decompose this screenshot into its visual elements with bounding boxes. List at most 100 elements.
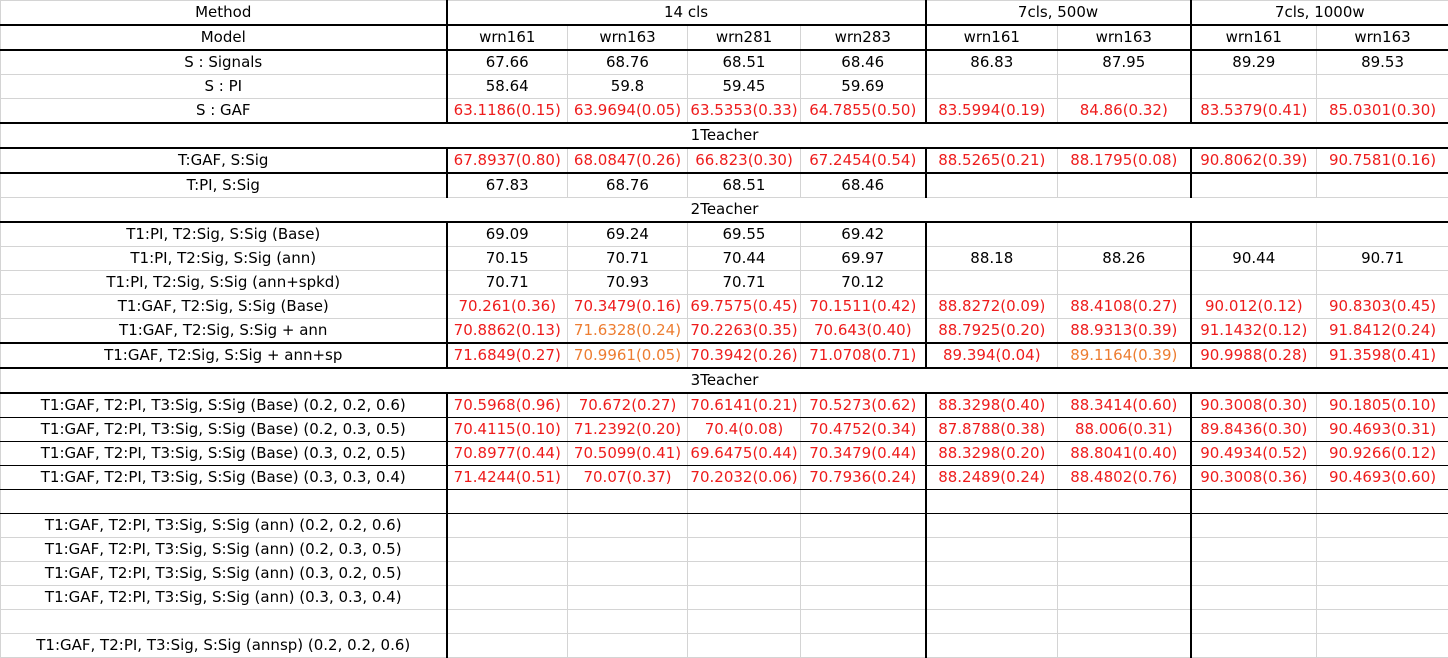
value-cell[interactable]: 91.8412(0.24) bbox=[1317, 319, 1448, 344]
value-cell[interactable]: 63.1186(0.15) bbox=[447, 99, 568, 124]
value-cell[interactable]: 70.1511(0.42) bbox=[801, 295, 926, 319]
value-cell[interactable]: 59.45 bbox=[688, 75, 801, 99]
section-title-cell[interactable]: 2Teacher bbox=[1, 198, 1448, 223]
value-cell[interactable] bbox=[1058, 610, 1191, 634]
value-cell[interactable]: 63.9694(0.05) bbox=[568, 99, 688, 124]
value-cell[interactable] bbox=[688, 610, 801, 634]
value-cell[interactable] bbox=[1317, 634, 1448, 658]
model-header-cell[interactable]: Model bbox=[1, 25, 447, 50]
value-cell[interactable] bbox=[1058, 586, 1191, 610]
model-header-wrn163-1000w[interactable]: wrn163 bbox=[1317, 25, 1448, 50]
value-cell[interactable]: 68.76 bbox=[568, 173, 688, 198]
value-cell[interactable]: 88.1795(0.08) bbox=[1058, 148, 1191, 173]
value-cell[interactable] bbox=[568, 634, 688, 658]
value-cell[interactable] bbox=[688, 538, 801, 562]
method-label-cell[interactable]: T:PI, S:Sig bbox=[1, 173, 447, 198]
value-cell[interactable] bbox=[926, 222, 1058, 247]
value-cell[interactable] bbox=[1191, 271, 1317, 295]
value-cell[interactable]: 70.5968(0.96) bbox=[447, 393, 568, 418]
value-cell[interactable]: 71.4244(0.51) bbox=[447, 466, 568, 490]
value-cell[interactable]: 90.4934(0.52) bbox=[1191, 442, 1317, 466]
method-label-cell[interactable]: T1:GAF, T2:Sig, S:Sig + ann+sp bbox=[1, 343, 447, 368]
value-cell[interactable]: 83.5379(0.41) bbox=[1191, 99, 1317, 124]
value-cell[interactable]: 70.71 bbox=[568, 247, 688, 271]
value-cell[interactable]: 88.18 bbox=[926, 247, 1058, 271]
value-cell[interactable]: 71.6849(0.27) bbox=[447, 343, 568, 368]
value-cell[interactable]: 88.3298(0.20) bbox=[926, 442, 1058, 466]
value-cell[interactable]: 68.46 bbox=[801, 50, 926, 75]
value-cell[interactable] bbox=[1317, 610, 1448, 634]
value-cell[interactable]: 70.8977(0.44) bbox=[447, 442, 568, 466]
value-cell[interactable] bbox=[1191, 562, 1317, 586]
value-cell[interactable] bbox=[568, 538, 688, 562]
value-cell[interactable] bbox=[801, 634, 926, 658]
value-cell[interactable] bbox=[1317, 222, 1448, 247]
value-cell[interactable]: 88.8041(0.40) bbox=[1058, 442, 1191, 466]
value-cell[interactable]: 90.4693(0.31) bbox=[1317, 418, 1448, 442]
value-cell[interactable]: 70.7936(0.24) bbox=[801, 466, 926, 490]
value-cell[interactable]: 58.64 bbox=[447, 75, 568, 99]
value-cell[interactable] bbox=[1191, 538, 1317, 562]
value-cell[interactable]: 88.4802(0.76) bbox=[1058, 466, 1191, 490]
value-cell[interactable]: 70.44 bbox=[688, 247, 801, 271]
value-cell[interactable]: 67.8937(0.80) bbox=[447, 148, 568, 173]
value-cell[interactable] bbox=[1058, 271, 1191, 295]
value-cell[interactable]: 68.0847(0.26) bbox=[568, 148, 688, 173]
value-cell[interactable]: 70.4752(0.34) bbox=[801, 418, 926, 442]
method-label-cell[interactable]: T1:GAF, T2:PI, T3:Sig, S:Sig (Base) (0.3… bbox=[1, 442, 447, 466]
value-cell[interactable]: 88.5265(0.21) bbox=[926, 148, 1058, 173]
value-cell[interactable]: 68.51 bbox=[688, 50, 801, 75]
value-cell[interactable] bbox=[1191, 610, 1317, 634]
method-label-cell[interactable]: T1:GAF, T2:PI, T3:Sig, S:Sig (ann) (0.3,… bbox=[1, 586, 447, 610]
value-cell[interactable] bbox=[926, 490, 1058, 514]
value-cell[interactable] bbox=[1317, 562, 1448, 586]
method-label-cell[interactable]: S : PI bbox=[1, 75, 447, 99]
value-cell[interactable]: 70.12 bbox=[801, 271, 926, 295]
value-cell[interactable] bbox=[801, 562, 926, 586]
value-cell[interactable] bbox=[447, 514, 568, 538]
value-cell[interactable]: 90.1805(0.10) bbox=[1317, 393, 1448, 418]
section-title-cell[interactable]: 1Teacher bbox=[1, 123, 1448, 148]
value-cell[interactable] bbox=[1317, 75, 1448, 99]
value-cell[interactable]: 69.24 bbox=[568, 222, 688, 247]
value-cell[interactable]: 84.86(0.32) bbox=[1058, 99, 1191, 124]
value-cell[interactable] bbox=[926, 538, 1058, 562]
value-cell[interactable]: 87.95 bbox=[1058, 50, 1191, 75]
value-cell[interactable] bbox=[1058, 173, 1191, 198]
value-cell[interactable] bbox=[1058, 634, 1191, 658]
value-cell[interactable]: 70.15 bbox=[447, 247, 568, 271]
method-label-cell[interactable]: T1:GAF, T2:Sig, S:Sig + ann bbox=[1, 319, 447, 344]
value-cell[interactable] bbox=[926, 586, 1058, 610]
value-cell[interactable] bbox=[801, 538, 926, 562]
group-header-14cls[interactable]: 14 cls bbox=[447, 1, 926, 26]
model-header-wrn161-500w[interactable]: wrn161 bbox=[926, 25, 1058, 50]
method-label-cell[interactable]: T1:GAF, T2:PI, T3:Sig, S:Sig (ann) (0.2,… bbox=[1, 514, 447, 538]
value-cell[interactable]: 70.6141(0.21) bbox=[688, 393, 801, 418]
method-label-cell[interactable]: T1:GAF, T2:PI, T3:Sig, S:Sig (Base) (0.2… bbox=[1, 418, 447, 442]
value-cell[interactable] bbox=[1191, 586, 1317, 610]
group-header-7cls-500w[interactable]: 7cls, 500w bbox=[926, 1, 1191, 26]
value-cell[interactable]: 70.261(0.36) bbox=[447, 295, 568, 319]
value-cell[interactable]: 88.4108(0.27) bbox=[1058, 295, 1191, 319]
value-cell[interactable]: 67.2454(0.54) bbox=[801, 148, 926, 173]
value-cell[interactable] bbox=[568, 586, 688, 610]
value-cell[interactable]: 70.672(0.27) bbox=[568, 393, 688, 418]
value-cell[interactable]: 88.7925(0.20) bbox=[926, 319, 1058, 344]
value-cell[interactable] bbox=[688, 562, 801, 586]
section-title-cell[interactable]: 3Teacher bbox=[1, 368, 1448, 393]
value-cell[interactable] bbox=[1058, 222, 1191, 247]
method-label-cell[interactable]: T1:GAF, T2:PI, T3:Sig, S:Sig (ann) (0.3,… bbox=[1, 562, 447, 586]
value-cell[interactable] bbox=[568, 562, 688, 586]
value-cell[interactable]: 90.9266(0.12) bbox=[1317, 442, 1448, 466]
value-cell[interactable] bbox=[1191, 173, 1317, 198]
value-cell[interactable]: 90.3008(0.30) bbox=[1191, 393, 1317, 418]
method-label-cell[interactable] bbox=[1, 490, 447, 514]
method-label-cell[interactable]: S : Signals bbox=[1, 50, 447, 75]
value-cell[interactable]: 89.1164(0.39) bbox=[1058, 343, 1191, 368]
value-cell[interactable]: 85.0301(0.30) bbox=[1317, 99, 1448, 124]
value-cell[interactable]: 69.97 bbox=[801, 247, 926, 271]
value-cell[interactable]: 68.76 bbox=[568, 50, 688, 75]
value-cell[interactable] bbox=[568, 610, 688, 634]
value-cell[interactable] bbox=[447, 490, 568, 514]
value-cell[interactable] bbox=[688, 514, 801, 538]
